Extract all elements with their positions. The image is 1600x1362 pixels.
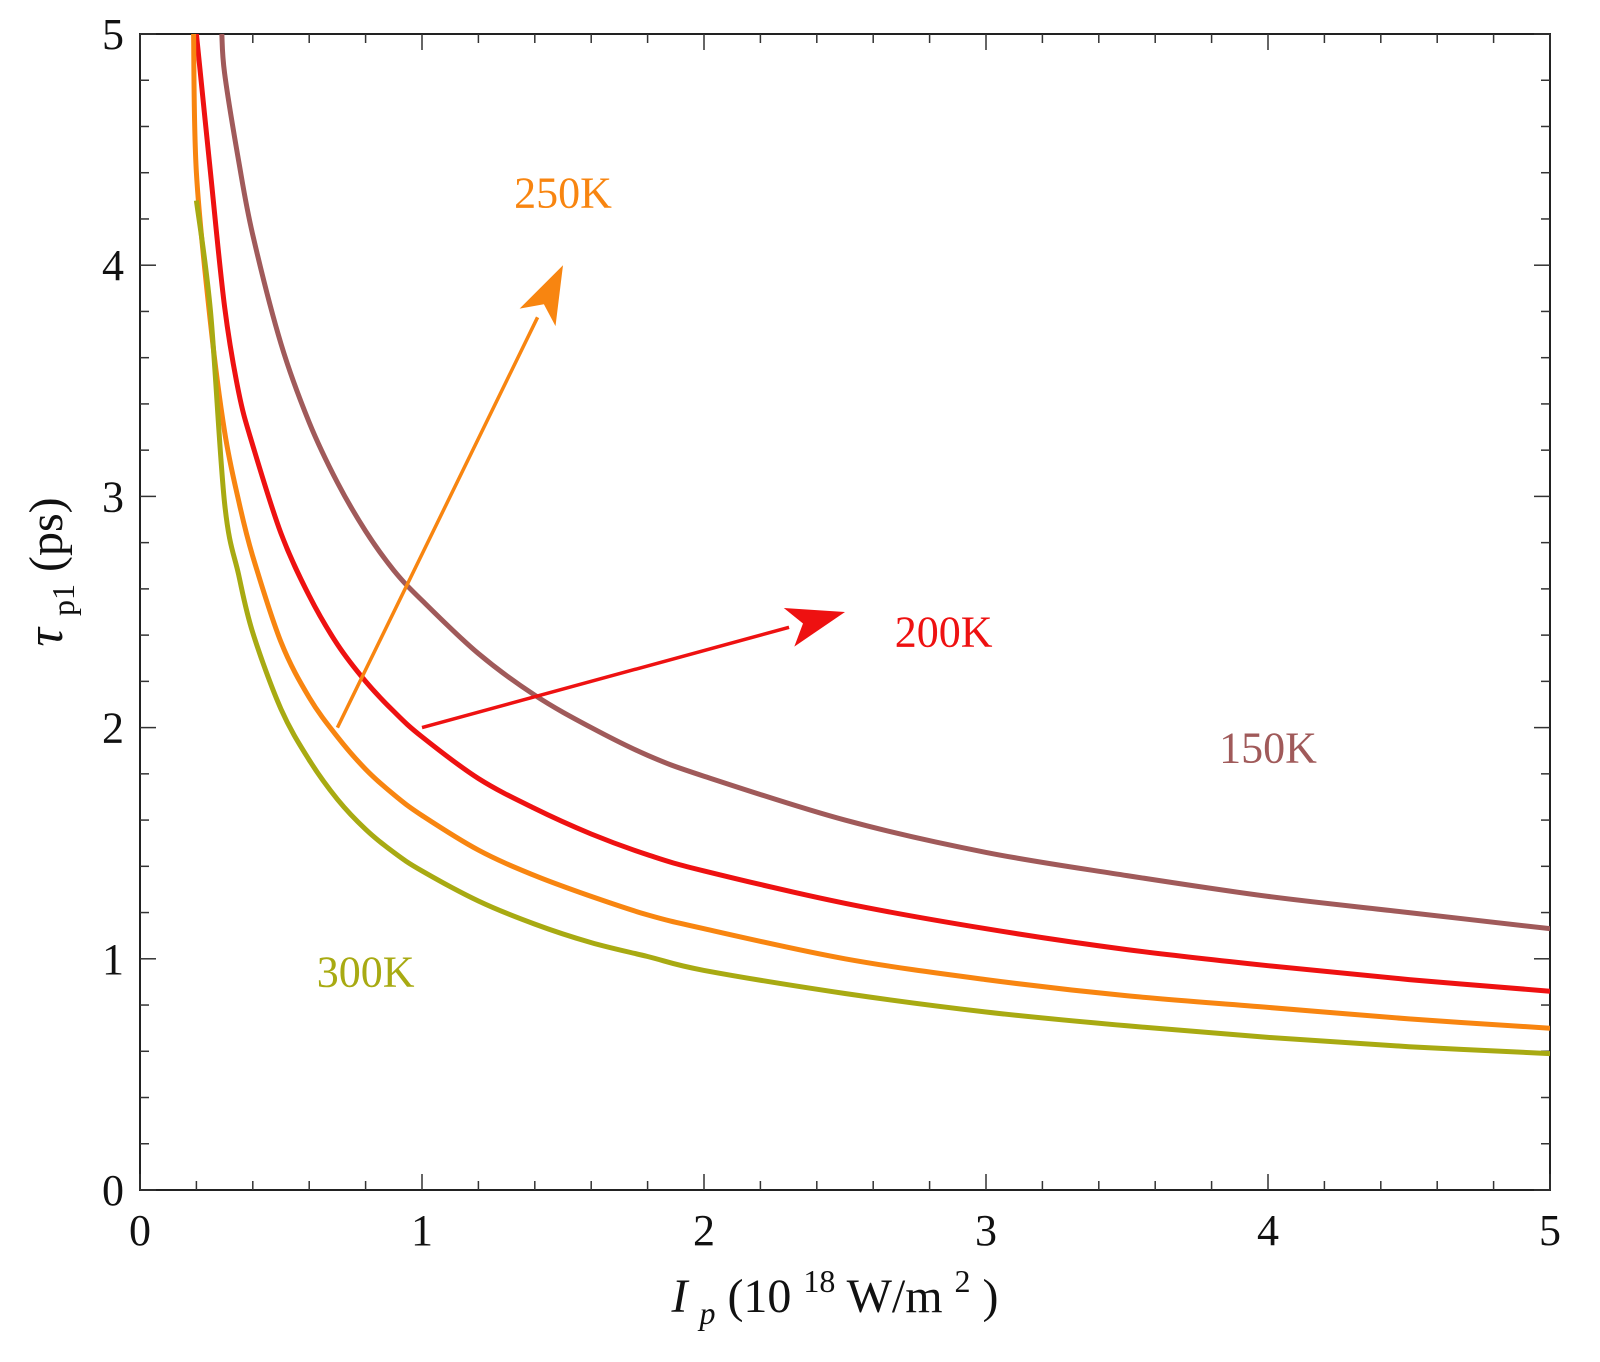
y-tick-label: 2 — [102, 704, 124, 753]
y-axis-unit: (ps) — [20, 497, 73, 572]
series-line-200K — [193, 34, 1550, 994]
ticks — [139, 33, 1551, 1191]
y-tick-label: 3 — [102, 472, 124, 521]
arrows — [335, 265, 845, 730]
x-axis-symbol: I — [670, 1270, 689, 1323]
series-line-150K — [219, 34, 1550, 932]
x-tick-label: 0 — [129, 1206, 151, 1255]
series-line-300K — [193, 200, 1550, 1057]
x-axis-subscript: p — [697, 1295, 715, 1331]
y-tick-label: 4 — [102, 241, 124, 290]
y-axis-subscript: p1 — [45, 584, 81, 616]
x-axis-unit-exponent: 2 — [955, 1263, 971, 1299]
y-axis-symbol: τ — [17, 626, 74, 647]
series-label-250K: 250K — [514, 168, 612, 217]
x-tick-label: 2 — [693, 1206, 715, 1255]
trend-arrow-head — [783, 608, 845, 647]
plot-frame — [139, 33, 1551, 1191]
tick-labels: 0 1 2 3 4 5 0 1 2 3 4 5 — [102, 10, 1561, 1255]
series-lines — [191, 34, 1550, 1057]
y-tick-label: 0 — [102, 1166, 124, 1215]
x-tick-label: 1 — [411, 1206, 433, 1255]
y-axis-title-group: τ p1 (ps) — [17, 497, 85, 646]
trend-arrow-shaft — [335, 316, 540, 729]
series-label-200K: 200K — [895, 608, 993, 657]
x-tick-label: 4 — [1257, 1206, 1279, 1255]
x-tick-label: 5 — [1539, 1206, 1561, 1255]
series-line-250K — [191, 34, 1550, 1031]
series-label-300K: 300K — [317, 948, 415, 997]
trend-arrow-shaft — [421, 625, 790, 730]
x-axis-title: I p (10 18 W/m 2 ) — [670, 1250, 998, 1335]
x-axis-exponent: 18 — [803, 1263, 835, 1299]
y-axis-title: τ p1 (ps) — [17, 497, 85, 646]
x-axis-close: ) — [983, 1270, 999, 1323]
x-tick-label: 3 — [975, 1206, 997, 1255]
x-axis-unit: W/m — [847, 1270, 943, 1323]
y-tick-label: 5 — [102, 10, 124, 59]
y-tick-label: 1 — [102, 935, 124, 984]
x-axis-open: (10 — [727, 1270, 791, 1323]
annotations: 250K 200K 150K 300K — [317, 168, 1317, 996]
trend-arrow-head — [519, 265, 563, 327]
series-label-150K: 150K — [1219, 723, 1317, 772]
